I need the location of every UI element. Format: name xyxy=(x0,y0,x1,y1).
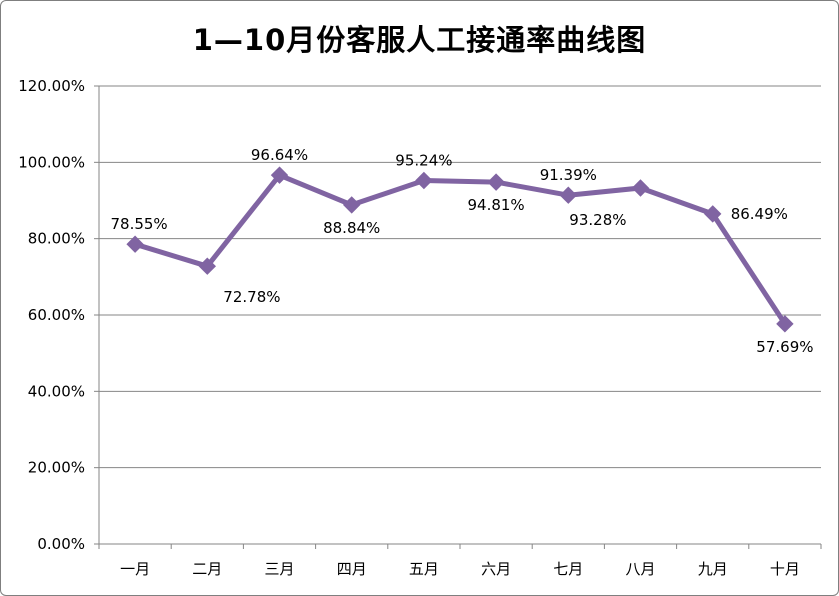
x-tick-label: 四月 xyxy=(337,560,367,578)
y-tick-label: 0.00% xyxy=(37,535,85,553)
data-label: 95.24% xyxy=(395,152,452,170)
chart-title: 1—10月份客服人工接通率曲线图 xyxy=(192,23,647,57)
data-point-marker xyxy=(703,205,722,223)
x-tick-label: 七月 xyxy=(553,560,583,578)
data-label: 94.81% xyxy=(467,196,524,214)
x-tick-label: 五月 xyxy=(409,560,439,578)
data-label: 72.78% xyxy=(223,288,280,306)
y-tick-label: 80.00% xyxy=(28,230,85,248)
data-point-marker xyxy=(415,171,433,190)
data-labels: 78.55% 72.78% 96.64% 88.84% 95.24% 94.81% 91.3… xyxy=(110,146,813,356)
x-tick-label: 六月 xyxy=(481,560,511,578)
data-label: 93.28% xyxy=(569,211,626,229)
data-label: 78.55% xyxy=(110,215,167,233)
y-tick-label: 120.00% xyxy=(18,77,85,95)
data-label: 91.39% xyxy=(540,166,597,184)
data-label: 57.69% xyxy=(756,338,813,356)
x-tick-label: 二月 xyxy=(192,560,222,578)
series-line xyxy=(132,172,788,327)
data-point-marker xyxy=(631,179,650,197)
x-tick-label: 八月 xyxy=(625,560,655,578)
data-point-marker xyxy=(487,173,505,191)
y-tick-label: 20.00% xyxy=(28,459,85,477)
axes xyxy=(94,85,822,549)
x-tick-label: 一月 xyxy=(120,560,150,578)
data-label: 88.84% xyxy=(323,219,380,237)
y-tick-label: 40.00% xyxy=(28,382,85,400)
x-tick-label: 十月 xyxy=(770,560,800,578)
x-tick-label: 九月 xyxy=(698,560,728,578)
data-point-marker xyxy=(126,235,144,253)
x-tick-labels: 一月 二月 三月 四月 五月 六月 七月 八月 九月 十月 xyxy=(120,560,800,578)
data-markers xyxy=(126,166,794,333)
data-label: 86.49% xyxy=(731,205,788,223)
y-tick-label: 100.00% xyxy=(18,153,85,171)
data-point-marker xyxy=(270,166,289,184)
y-tick-label: 60.00% xyxy=(28,306,85,324)
data-point-marker xyxy=(776,315,794,333)
gridlines xyxy=(99,85,821,469)
data-label: 96.64% xyxy=(251,146,308,164)
y-tick-labels: 0.00% 20.00% 40.00% 60.00% 80.00% 100.00% 120.… xyxy=(18,77,85,553)
data-point-marker xyxy=(198,257,217,275)
x-tick-label: 三月 xyxy=(264,560,294,578)
series-line xyxy=(132,172,788,327)
data-point-marker xyxy=(559,186,578,204)
data-point-marker xyxy=(342,196,361,214)
